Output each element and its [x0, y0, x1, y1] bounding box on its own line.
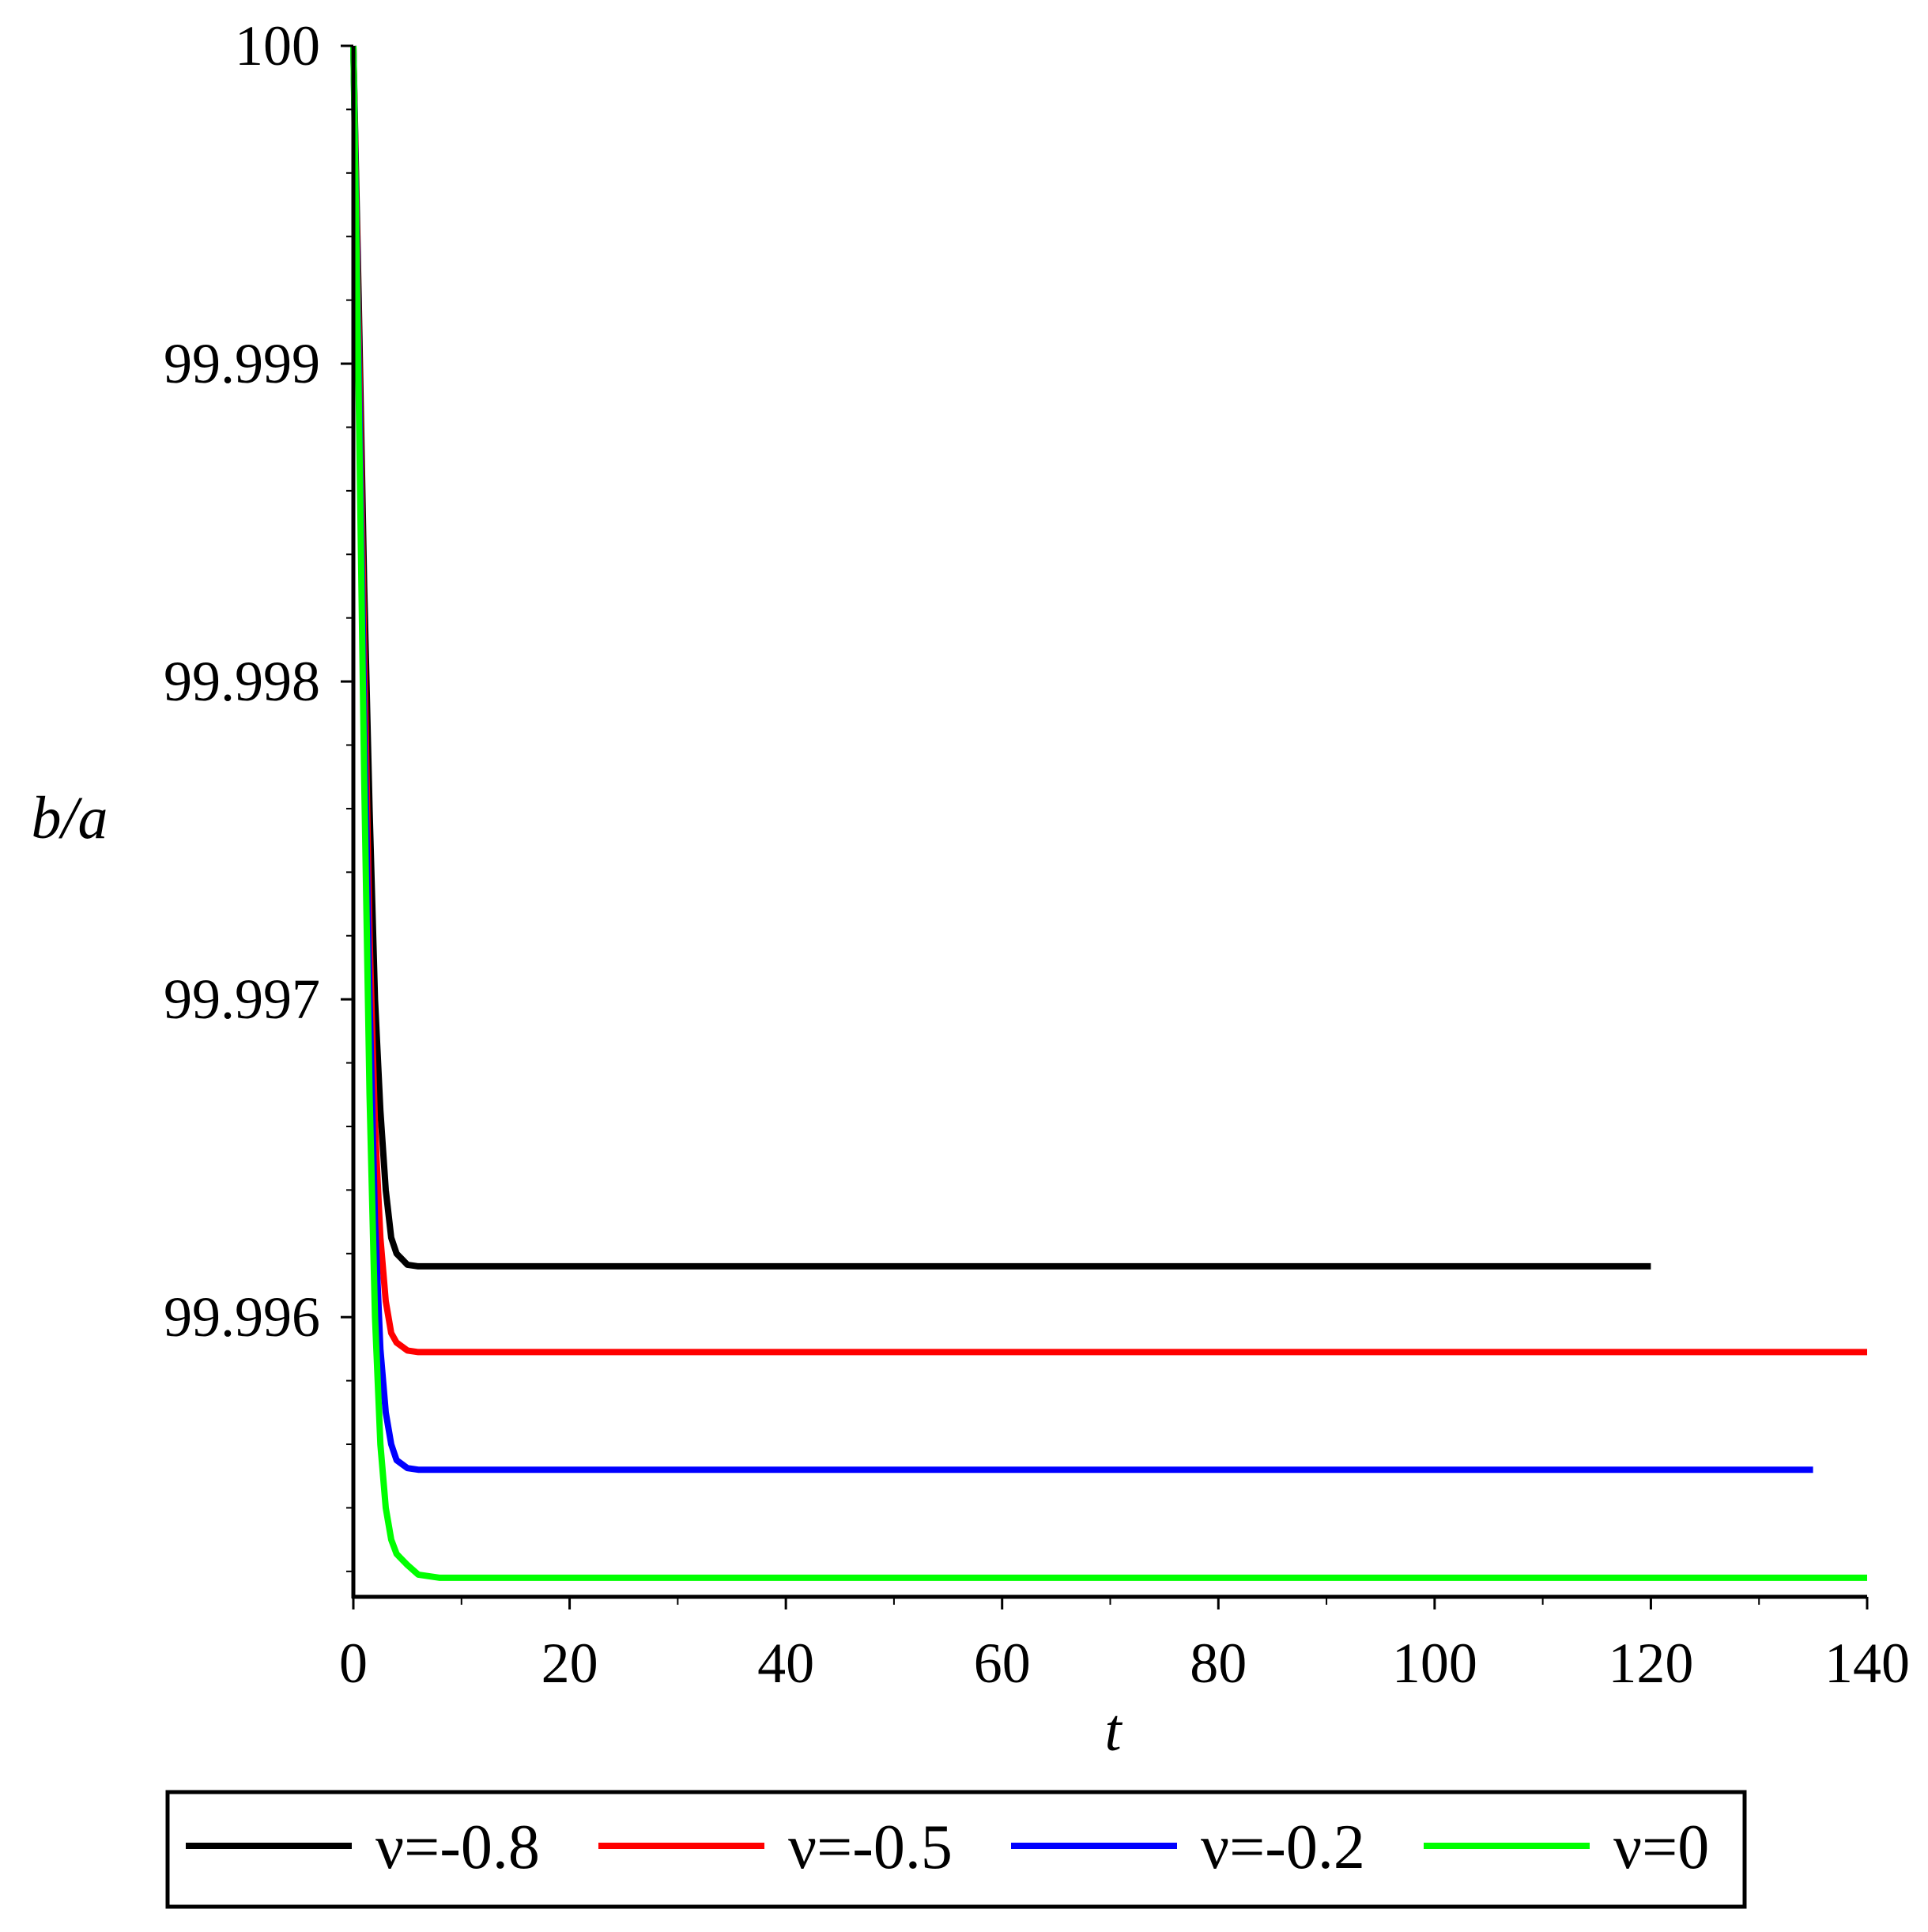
y-tick-label: 99.999	[164, 332, 320, 395]
series-line-4	[350, 45, 1867, 1581]
legend-label-3: ν=-0.2	[1201, 1813, 1365, 1882]
x-tick-label: 140	[1824, 1632, 1910, 1695]
legend-label-4: ν=0	[1613, 1813, 1709, 1882]
x-tick-label: 60	[974, 1632, 1031, 1695]
y-tick-label: 100	[235, 14, 320, 77]
x-tick-label: 100	[1392, 1632, 1477, 1695]
y-tick-label: 99.997	[164, 968, 320, 1031]
legend-label-2: ν=-0.5	[788, 1813, 953, 1882]
x-tick-label: 20	[541, 1632, 598, 1695]
plot-lines	[350, 45, 1867, 1581]
x-tick-label: 120	[1608, 1632, 1693, 1695]
x-axis-label: t	[1104, 1697, 1122, 1764]
x-tick-label: 80	[1190, 1632, 1247, 1695]
legend-box	[165, 1790, 1747, 1909]
x-tick-label: 40	[757, 1632, 814, 1695]
axes	[351, 46, 1867, 1599]
series-line-3	[350, 45, 1813, 1474]
legend-label-1: ν=-0.8	[375, 1813, 540, 1882]
ticks: 0 20 40 60 80 100 120 140 99.996 99.997 99.998 99.9…	[164, 14, 1910, 1695]
legend: ν=-0.8 ν=-0.5 ν=-0.2 ν=0	[165, 1790, 1747, 1909]
y-axis-label: b/a	[31, 785, 108, 851]
series-line-1	[350, 45, 1651, 1270]
series-line-2	[350, 45, 1867, 1356]
y-tick-label: 99.998	[164, 650, 320, 713]
y-tick-label: 99.996	[164, 1285, 320, 1349]
x-tick-label: 0	[339, 1632, 368, 1695]
